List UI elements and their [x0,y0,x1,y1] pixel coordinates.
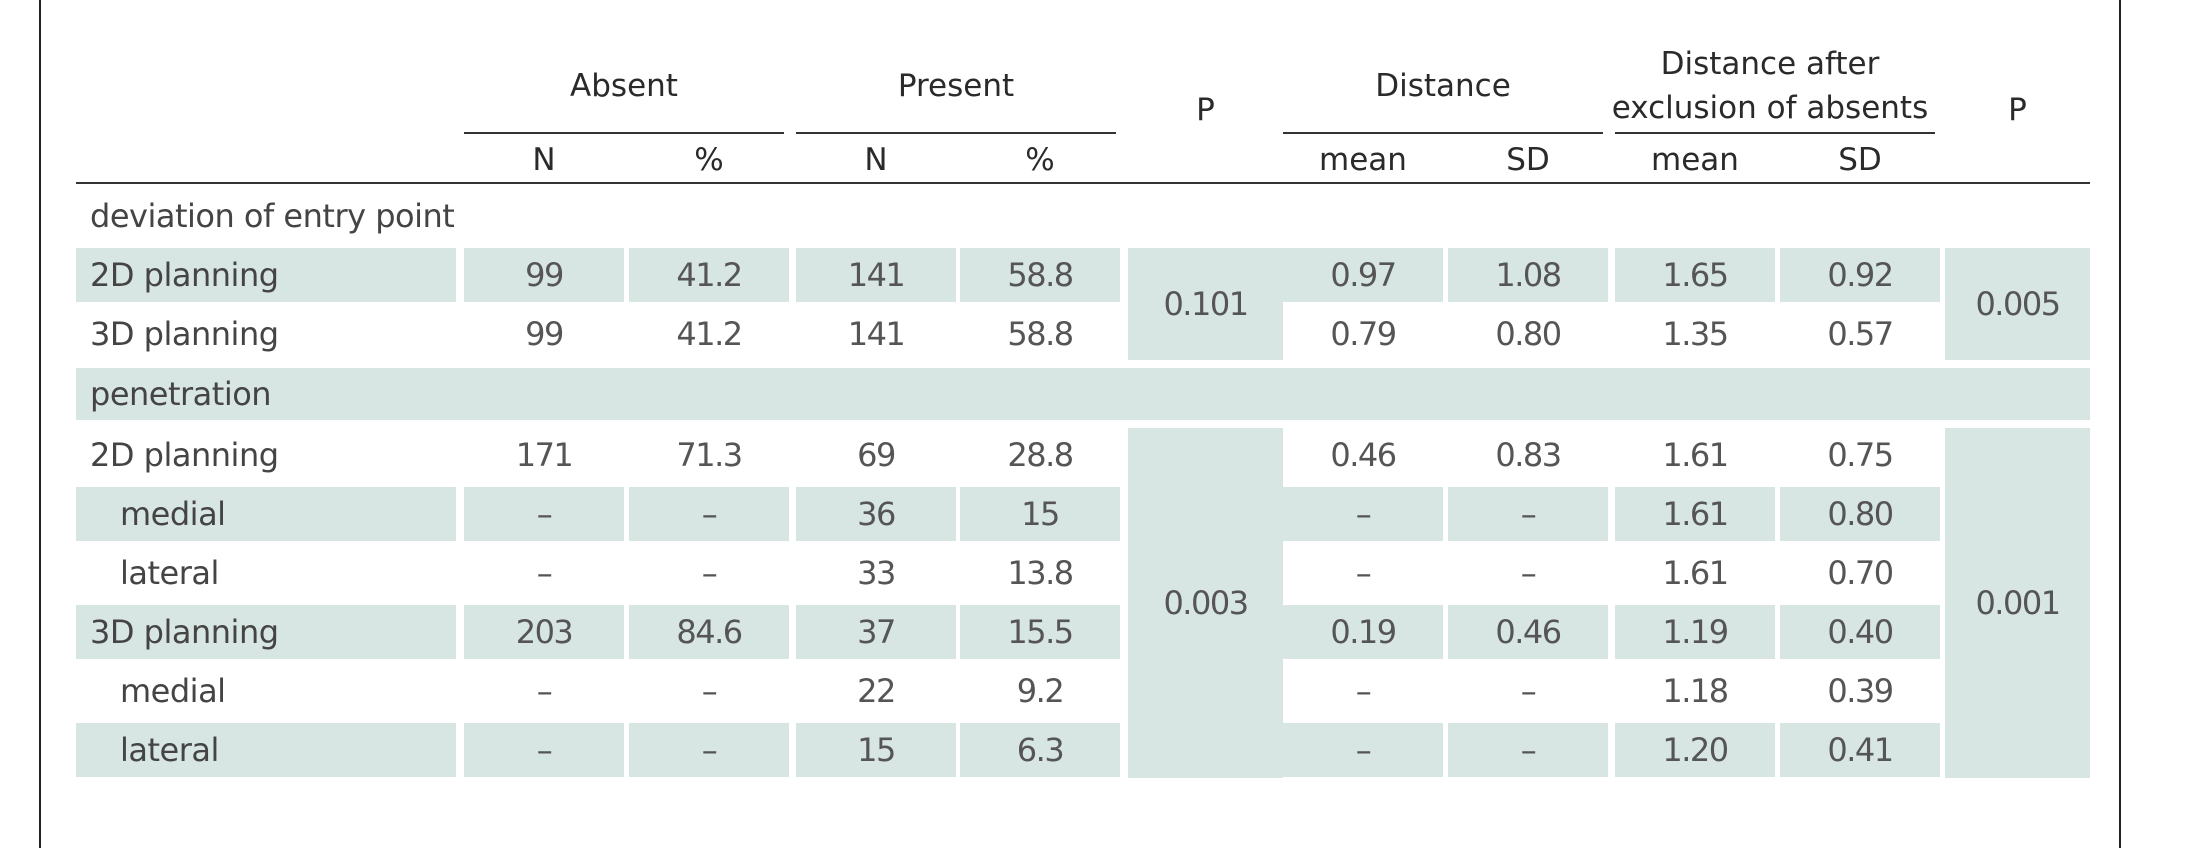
cell-n-absent: – [464,487,624,541]
cell-sd-after: 0.92 [1780,248,1940,302]
cell-sd-distance: 0.46 [1448,605,1608,659]
cell-sd-distance: 0.83 [1495,436,1562,474]
cell-n-present: 69 [857,436,896,474]
cell-sd-after: 0.70 [1827,554,1894,592]
cell-n-absent: 99 [464,248,624,302]
cell-pct-absent: 71.3 [676,436,743,474]
cell-mean-distance: 0.97 [1283,248,1443,302]
row-label: 3D planning [90,315,279,353]
cell-n-absent: – [536,554,553,592]
subheader-n-absent: N [532,142,556,178]
cell-pct-absent: – [629,487,789,541]
section-entry-point: deviation of entry point [90,197,455,235]
cell-mean-distance: – [1355,554,1372,592]
pvalue-entry-p2: 0.005 [1945,248,2090,360]
header-distance-after-line2: exclusion of absents [1611,90,1929,126]
cell-pct-present: 9.2 [1016,672,1065,710]
cell-n-present: 141 [796,248,956,302]
pvalue-entry-p1: 0.101 [1128,248,1283,360]
cell-pct-absent: – [701,672,718,710]
rule-present [796,132,1116,134]
subheader-sd-after: SD [1838,142,1882,178]
cell-n-absent: 203 [464,605,624,659]
pvalue-penetration-p2: 0.001 [1945,428,2090,778]
cell-sd-after: 0.80 [1780,487,1940,541]
cell-mean-after: 1.61 [1662,436,1729,474]
cell-mean-distance: – [1283,487,1443,541]
cell-mean-distance: – [1355,672,1372,710]
cell-sd-after: 0.41 [1780,723,1940,777]
cell-pct-present: 28.8 [1007,436,1074,474]
cell-mean-distance: 0.46 [1330,436,1397,474]
cell-pct-present: 6.3 [960,723,1120,777]
cell-sd-distance: – [1448,487,1608,541]
cell-mean-distance: 0.19 [1283,605,1443,659]
cell-n-present: 33 [857,554,896,592]
cell-mean-after: 1.61 [1662,554,1729,592]
header-distance-after-line1: Distance after [1660,46,1880,82]
cell-pct-present: 13.8 [1007,554,1074,592]
rule-distance-after [1615,132,1935,134]
cell-n-present: 22 [857,672,896,710]
header-p1: P [1196,92,1215,128]
cell-pct-present: 58.8 [960,248,1120,302]
cell-sd-distance: 0.80 [1495,315,1562,353]
row-label: 3D planning [76,605,456,659]
row-label: 2D planning [76,248,456,302]
cell-n-present: 141 [847,315,906,353]
cell-n-present: 15 [796,723,956,777]
rule-absent [464,132,784,134]
row-label: 2D planning [90,436,279,474]
cell-n-present: 36 [796,487,956,541]
cell-pct-present: 58.8 [1007,315,1074,353]
cell-pct-absent: – [629,723,789,777]
cell-n-absent: 171 [515,436,574,474]
cell-pct-absent: 41.2 [629,248,789,302]
cell-sd-after: 0.57 [1827,315,1894,353]
header-p2: P [2008,92,2027,128]
subheader-sd-distance: SD [1506,142,1550,178]
row-label: medial [76,487,456,541]
cell-pct-absent: 84.6 [629,605,789,659]
section-penetration: penetration [76,368,2090,420]
cell-mean-after: 1.20 [1615,723,1775,777]
cell-pct-absent: – [701,554,718,592]
cell-mean-after: 1.65 [1615,248,1775,302]
cell-mean-after: 1.18 [1662,672,1729,710]
cell-pct-present: 15 [960,487,1120,541]
header-bottom-rule [76,182,2090,184]
cell-sd-distance: 1.08 [1448,248,1608,302]
header-present: Present [897,68,1015,104]
row-label: medial [120,672,226,710]
header-absent: Absent [570,68,678,104]
subheader-n-present: N [864,142,888,178]
subheader-pct-absent: % [694,142,724,178]
cell-mean-after: 1.35 [1662,315,1729,353]
cell-sd-distance: – [1448,723,1608,777]
subheader-mean-distance: mean [1319,142,1407,178]
subheader-mean-after: mean [1651,142,1739,178]
cell-n-absent: 99 [525,315,564,353]
header-distance: Distance [1375,68,1511,104]
subheader-pct-present: % [1025,142,1055,178]
cell-pct-absent: 41.2 [676,315,743,353]
cell-sd-after: 0.39 [1827,672,1894,710]
cell-mean-after: 1.61 [1615,487,1775,541]
cell-sd-after: 0.75 [1827,436,1894,474]
row-label: lateral [76,723,456,777]
cell-sd-after: 0.40 [1780,605,1940,659]
cell-n-absent: – [464,723,624,777]
cell-n-present: 37 [796,605,956,659]
rule-distance [1283,132,1603,134]
table-frame [39,0,2121,848]
pvalue-penetration-p1: 0.003 [1128,428,1283,778]
cell-sd-distance: – [1520,554,1537,592]
cell-mean-after: 1.19 [1615,605,1775,659]
cell-mean-distance: – [1283,723,1443,777]
cell-pct-present: 15.5 [960,605,1120,659]
cell-n-absent: – [536,672,553,710]
row-label: lateral [120,554,219,592]
cell-mean-distance: 0.79 [1330,315,1397,353]
cell-sd-distance: – [1520,672,1537,710]
